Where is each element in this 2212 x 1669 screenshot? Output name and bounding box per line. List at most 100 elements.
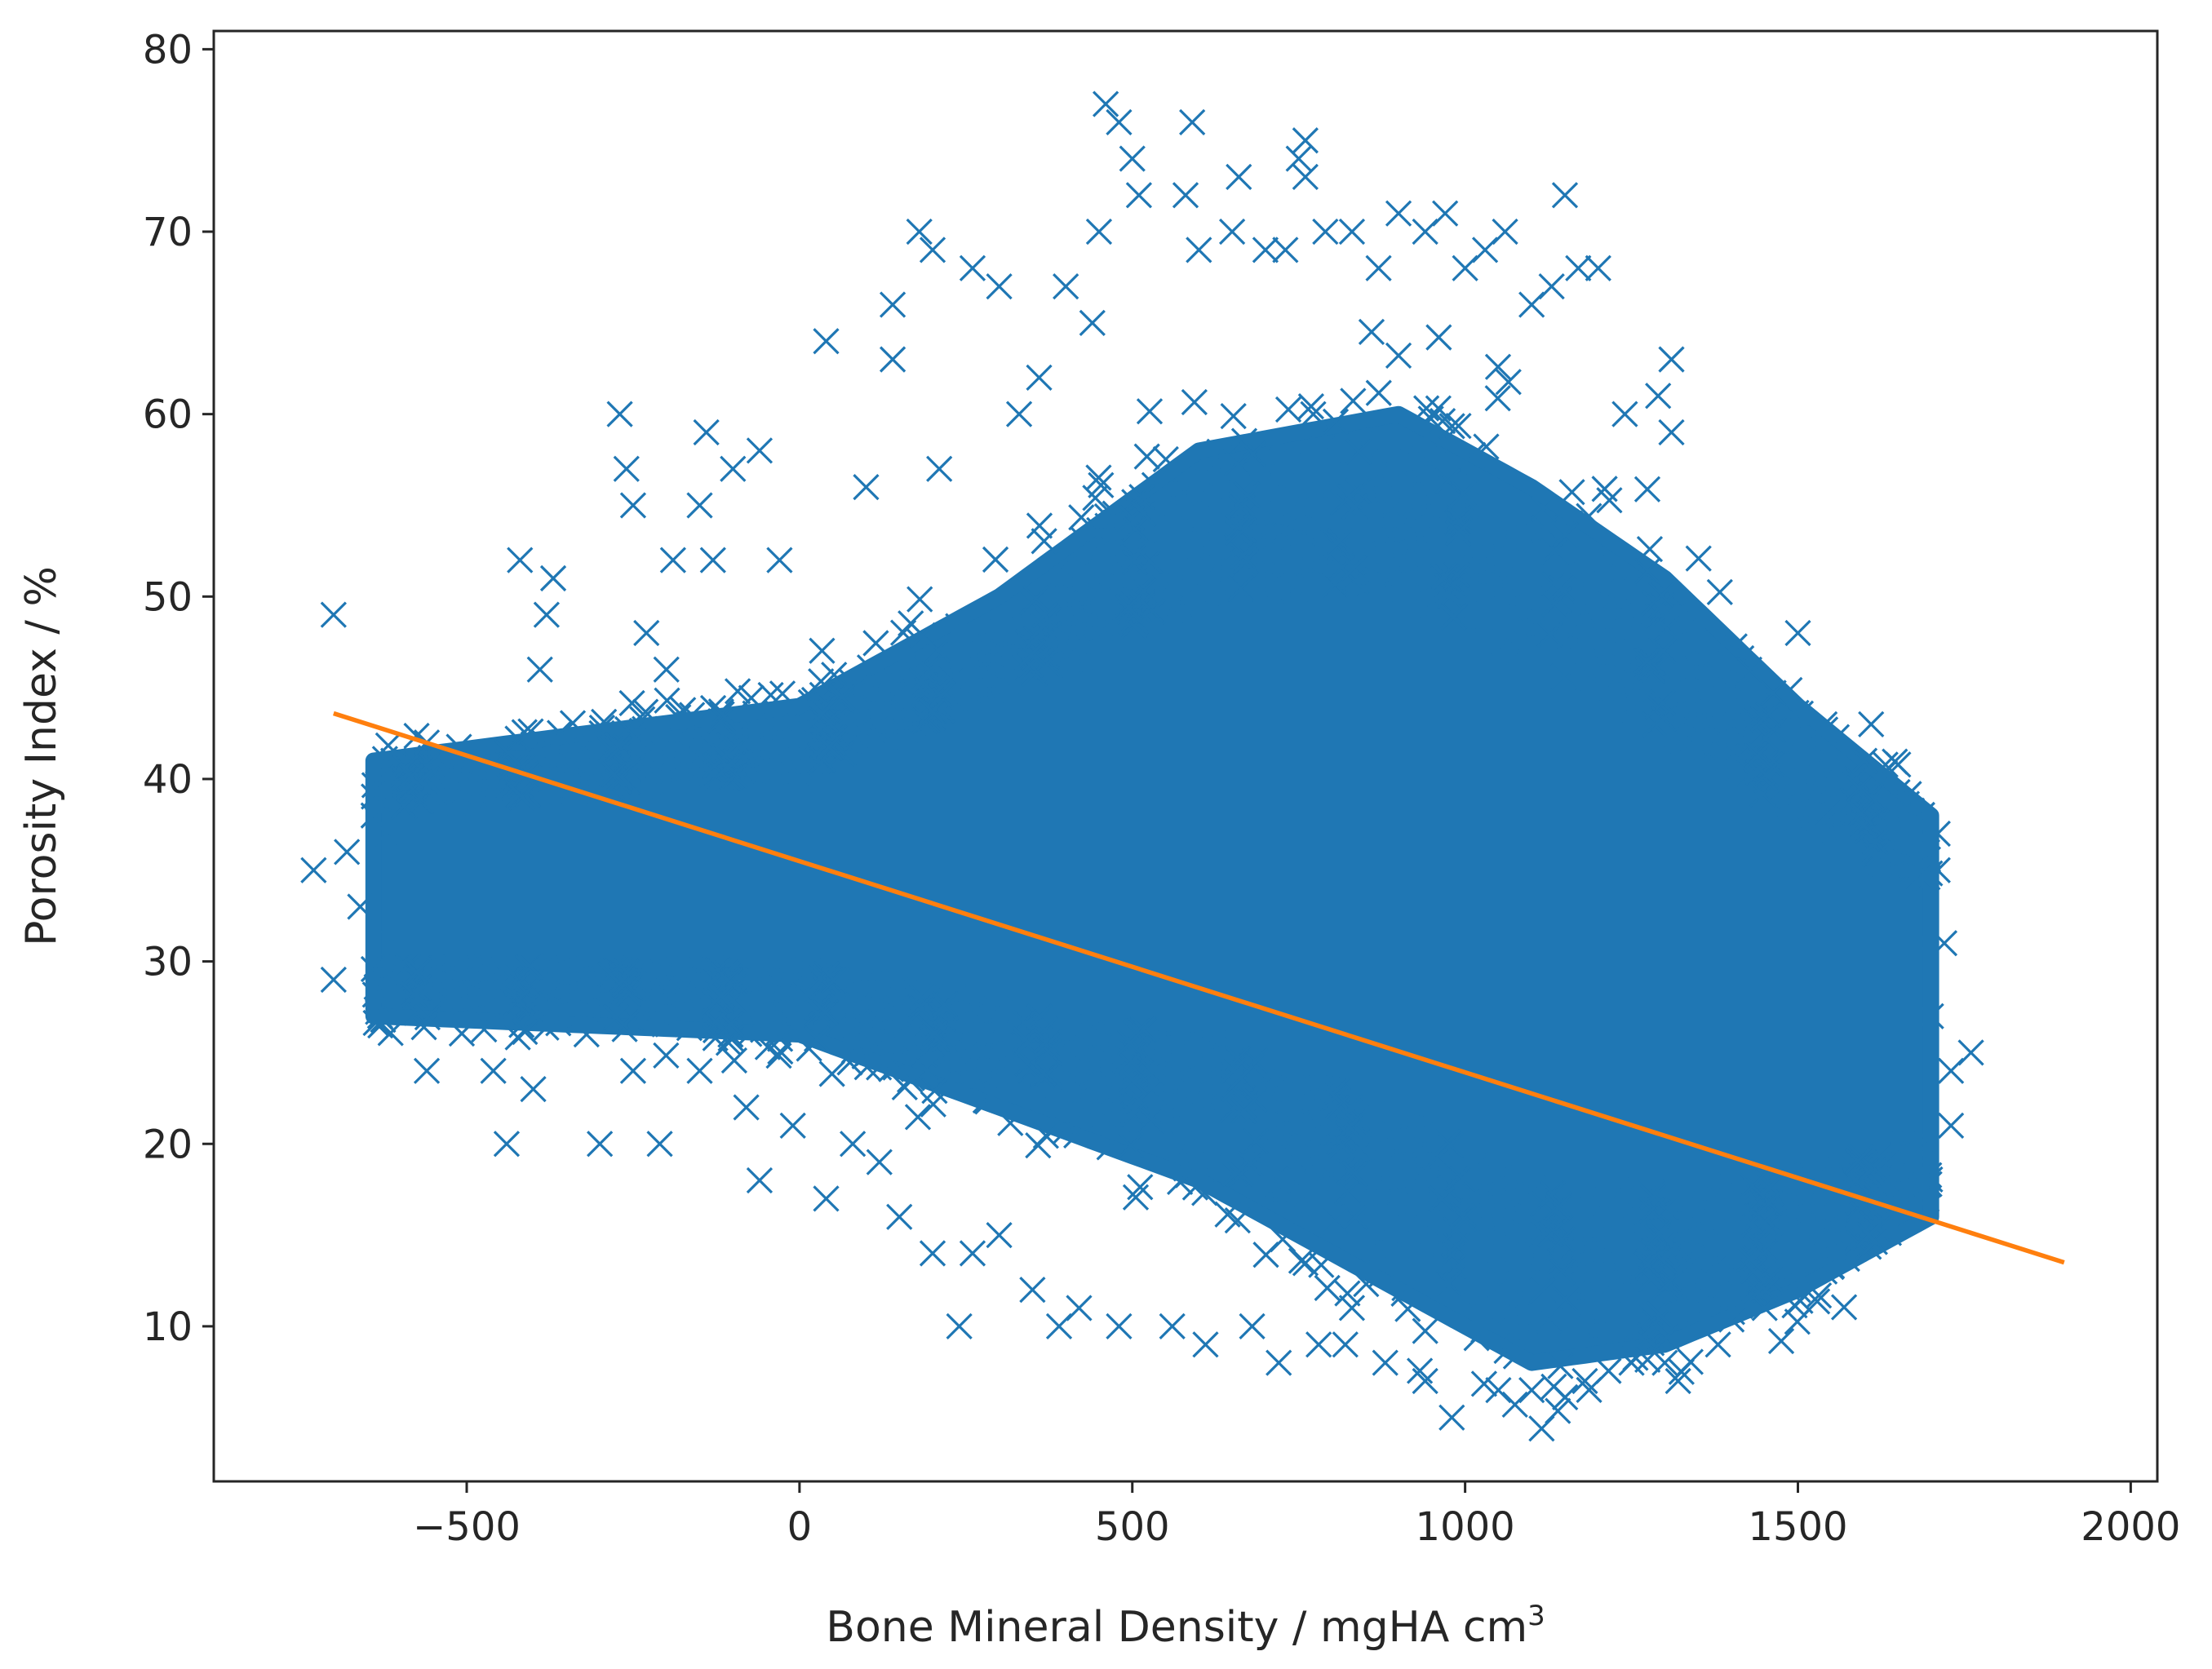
scatter-point: [1667, 665, 1694, 693]
y-tick-label: 50: [143, 574, 193, 620]
scatter-point: [602, 1003, 630, 1030]
scatter-point: [1650, 637, 1677, 665]
scatter-point: [970, 1057, 997, 1085]
scatter-point: [1425, 1154, 1452, 1181]
scatter-point: [951, 673, 977, 700]
scatter-point: [1292, 1201, 1320, 1229]
scatter-point: [1172, 1155, 1199, 1182]
scatter-point: [1502, 1343, 1530, 1370]
scatter-point: [1626, 1290, 1654, 1317]
scatter-point: [906, 627, 933, 655]
scatter-point: [1376, 449, 1403, 476]
scatter-point: [493, 1131, 521, 1158]
scatter-point: [896, 1066, 924, 1093]
scatter-point: [1718, 1306, 1745, 1333]
scatter-point: [1390, 1280, 1417, 1307]
scatter-point: [765, 998, 793, 1026]
scatter-point: [1232, 547, 1259, 575]
scatter-point: [1328, 1132, 1355, 1159]
scatter-point: [1565, 255, 1592, 281]
scatter-point: [1418, 591, 1445, 618]
scatter-point: [361, 772, 388, 799]
scatter-point: [669, 966, 697, 993]
scatter-point: [650, 975, 677, 1002]
scatter-point: [1899, 820, 1926, 848]
scatter-point: [982, 546, 1009, 573]
scatter-point: [526, 656, 553, 683]
scatter-point: [1868, 852, 1895, 879]
scatter-point: [1297, 1184, 1323, 1211]
scatter-point: [561, 954, 588, 981]
scatter-point: [670, 697, 697, 724]
scatter-point: [1218, 218, 1246, 246]
scatter-point: [905, 984, 932, 1011]
scatter-point: [758, 1012, 785, 1039]
scatter-point: [1093, 562, 1119, 589]
scatter-point: [1117, 598, 1144, 626]
scatter-point: [1558, 479, 1585, 506]
scatter-point: [430, 977, 457, 1004]
scatter-point: [1300, 401, 1327, 427]
scatter-point: [1855, 1221, 1882, 1248]
scatter-point: [587, 1131, 614, 1158]
scatter-point: [1005, 401, 1033, 427]
scatter-point: [606, 401, 633, 427]
scatter-point: [1820, 793, 1846, 820]
scatter-point: [1130, 500, 1157, 527]
scatter-point: [1031, 601, 1058, 629]
scatter-point: [1092, 91, 1119, 117]
scatter-point: [1704, 1223, 1731, 1250]
scatter-point: [1120, 1101, 1147, 1128]
scatter-point: [619, 1057, 647, 1084]
scatter-point: [714, 753, 742, 780]
scatter-point: [1058, 609, 1085, 636]
scatter-point: [978, 676, 1005, 703]
scatter-point: [1074, 1056, 1101, 1083]
y-axis-title: Porosity Index / %: [17, 566, 66, 946]
scatter-point: [1452, 492, 1479, 520]
scatter-point: [626, 750, 654, 777]
scatter-point: [1296, 1099, 1323, 1126]
scatter-point: [1463, 1325, 1490, 1352]
scatter-point: [1847, 800, 1874, 827]
scatter-point: [1283, 1120, 1310, 1148]
scatter-point: [1741, 706, 1768, 733]
scatter-point: [1492, 1246, 1519, 1273]
scatter-point: [1302, 506, 1329, 533]
scatter-point: [1462, 618, 1489, 644]
scatter-point: [820, 967, 848, 994]
scatter-point: [1669, 1191, 1696, 1218]
scatter-point: [1110, 573, 1137, 600]
scatter-point: [1704, 1246, 1731, 1273]
scatter-point: [1214, 1201, 1241, 1228]
scatter-point: [613, 455, 640, 482]
regression-line: [333, 711, 2065, 1265]
scatter-point: [1044, 1071, 1071, 1098]
scatter-point: [1204, 1142, 1232, 1169]
scatter-point: [886, 1203, 913, 1230]
scatter-point: [1230, 542, 1257, 569]
scatter-point: [1739, 1172, 1766, 1200]
scatter-point: [1718, 1189, 1744, 1215]
scatter-point: [520, 1076, 547, 1103]
scatter-point: [1492, 1244, 1518, 1271]
scatter-point: [1293, 1107, 1320, 1134]
scatter-point: [1315, 463, 1342, 489]
scatter-point: [1715, 1271, 1742, 1298]
scatter-point: [676, 1015, 703, 1042]
scatter-point: [1518, 1309, 1546, 1336]
scatter-point: [1547, 1254, 1574, 1281]
scatter-point: [1552, 521, 1579, 548]
scatter-point: [1634, 557, 1661, 585]
scatter-point: [347, 893, 374, 920]
scatter-point: [448, 1020, 476, 1047]
scatter-point: [1691, 1198, 1718, 1224]
scatter-point: [1285, 145, 1312, 172]
scatter-point: [1757, 751, 1784, 778]
scatter-point: [1111, 1106, 1138, 1134]
scatter-point: [597, 736, 624, 763]
scatter-point: [1884, 839, 1911, 865]
scatter-point: [1658, 346, 1685, 373]
scatter-point: [1173, 564, 1200, 591]
scatter-point: [1155, 541, 1181, 568]
